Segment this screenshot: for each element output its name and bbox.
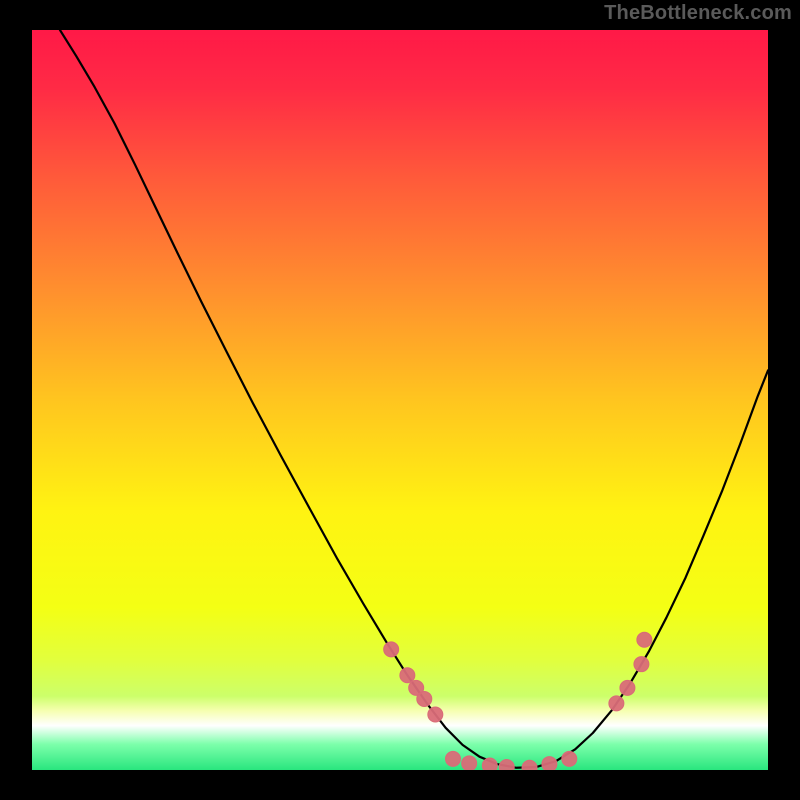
chart-frame: TheBottleneck.com (0, 0, 800, 800)
plot-area (32, 30, 768, 770)
gradient-background (32, 30, 768, 770)
watermark-text: TheBottleneck.com (604, 2, 792, 25)
